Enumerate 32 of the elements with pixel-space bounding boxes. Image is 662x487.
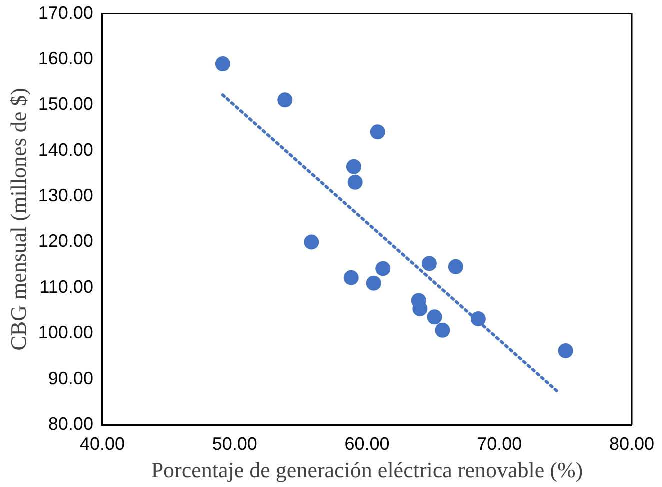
point <box>448 259 464 274</box>
point <box>435 322 450 338</box>
point <box>366 276 382 291</box>
y-tick-label: 170.00 <box>38 2 94 23</box>
y-tick-label: 80.00 <box>48 414 94 434</box>
y-tick-label: 130.00 <box>38 186 94 206</box>
point <box>346 159 362 174</box>
x-tick-label: 60.00 <box>344 434 390 454</box>
y-tick-label: 120.00 <box>38 231 94 252</box>
point <box>344 270 359 286</box>
point <box>422 256 437 272</box>
x-tick-label: 70.00 <box>477 434 522 454</box>
x-tick-label: 80.00 <box>609 434 655 454</box>
point <box>370 124 386 140</box>
point <box>278 92 293 108</box>
point <box>376 261 391 276</box>
y-axis-title: CBG mensual (millones de $) <box>6 88 31 351</box>
point <box>427 310 442 325</box>
y-tick-label: 150.00 <box>38 94 94 114</box>
y-tick-label: 100.00 <box>38 322 94 343</box>
point <box>558 343 574 358</box>
y-tick-label: 140.00 <box>38 140 94 160</box>
y-tick-label: 110.00 <box>40 276 94 297</box>
x-tick-label: 40.00 <box>80 434 125 454</box>
point <box>348 174 363 190</box>
point <box>470 312 486 326</box>
y-tick-label: 160.00 <box>38 48 94 68</box>
point <box>215 56 230 72</box>
x-tick-label: 50.00 <box>212 434 258 454</box>
x-axis-title: Porcentaje de generación eléctrica renovable (%) <box>151 458 584 483</box>
y-tick-label: 90.00 <box>48 368 94 388</box>
point <box>304 234 320 250</box>
